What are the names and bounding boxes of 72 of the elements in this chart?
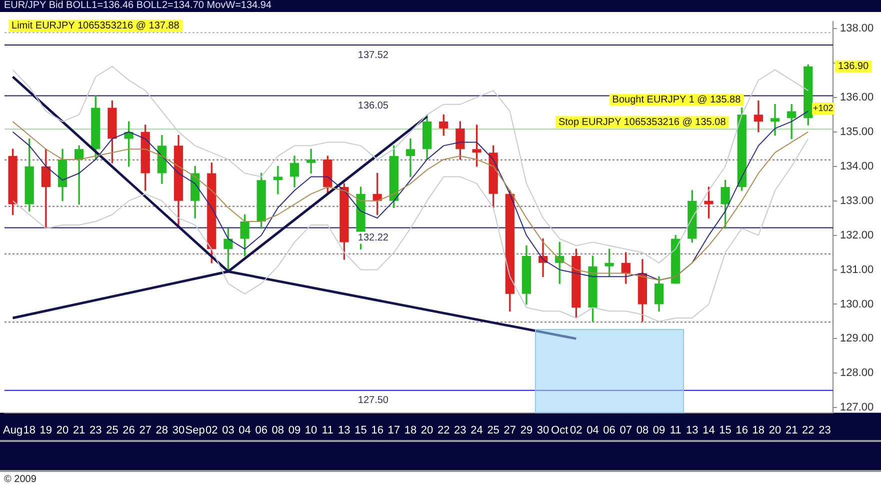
x-tick-label: 06 — [255, 424, 268, 436]
y-tick-label: 127.00 — [840, 402, 874, 414]
x-tick-label: 23 — [454, 424, 466, 436]
chart-title: EUR/JPY Bid BOLL1=136.46 BOLL2=134.70 MovW=134.94 — [0, 0, 881, 12]
x-tick-label: 03 — [222, 424, 234, 436]
x-tick-label: 13 — [686, 424, 698, 436]
x-tick-label: 09 — [288, 424, 301, 436]
x-tick-label: 21 — [785, 424, 798, 436]
x-tick-label: 04 — [586, 424, 599, 436]
y-tick-label: 136.00 — [840, 91, 874, 104]
x-tick-label: 23 — [818, 424, 831, 436]
y-tick-label: 130.00 — [840, 298, 874, 310]
x-tick-label: 29 — [520, 424, 533, 436]
x-tick-label: 26 — [122, 424, 135, 436]
x-tick-label: 02 — [206, 424, 218, 436]
x-tick-label: 09 — [652, 424, 666, 436]
x-tick-label: 22 — [437, 424, 450, 436]
x-tick-label: 11 — [322, 424, 334, 436]
y-tick-label: 132.00 — [840, 229, 874, 242]
x-tick-label: 20 — [420, 424, 434, 436]
x-tick-label: 04 — [238, 424, 251, 436]
x-tick-label: 27 — [139, 424, 152, 436]
annotation: +102 — [813, 102, 834, 113]
x-tick-label: 22 — [802, 424, 814, 436]
x-tick-label: 25 — [106, 424, 118, 436]
x-tick-label: 15 — [354, 424, 367, 436]
text: © 2009 — [4, 474, 36, 485]
ref-line-label: 136.05 — [358, 100, 389, 112]
x-tick-label: 07 — [620, 424, 632, 436]
ref-line-label: Stop EURJPY 1065353216 @ 135.08 — [558, 116, 726, 128]
ref-line-label: 132.22 — [358, 232, 389, 244]
y-tick-label: 133.00 — [840, 194, 874, 207]
x-tick-label: 30 — [536, 424, 550, 436]
x-tick-label: Aug — [2, 424, 23, 436]
x-tick-label: 18 — [752, 424, 765, 436]
x-tick-label: 13 — [338, 424, 350, 436]
ref-line-label: Limit EURJPY 1065353216 @ 137.88 — [12, 20, 180, 32]
x-tick-label: 19 — [40, 424, 52, 436]
x-tick-label: 23 — [90, 424, 102, 436]
x-tick-label: 11 — [670, 424, 682, 436]
x-tick-label: 24 — [470, 424, 483, 436]
y-tick-label: 138.00 — [840, 22, 874, 35]
x-tick-label: 10 — [304, 424, 318, 436]
x-tick-label: 18 — [404, 424, 417, 436]
y-tick-label: 128.00 — [840, 367, 874, 380]
x-tick-label: 02 — [570, 424, 582, 436]
x-tick-label: 30 — [172, 424, 185, 436]
x-tick-label: 15 — [719, 424, 732, 436]
x-tick-label: 18 — [23, 424, 36, 436]
annotation: Bought EURJPY 1 @ 135.88 — [612, 94, 742, 106]
y-tick-label: 131.00 — [840, 264, 874, 276]
x-tick-label: 08 — [272, 424, 284, 436]
y-tick-label: 134.00 — [840, 160, 874, 172]
x-tick-label: Oct — [551, 424, 568, 436]
x-tick-label: 08 — [636, 424, 649, 436]
ref-line-label: 137.52 — [358, 50, 389, 61]
y-tick-label: 129.00 — [840, 332, 874, 345]
x-tick-label: 28 — [156, 424, 168, 436]
x-tick-label: 27 — [504, 424, 516, 436]
x-tick-label: 25 — [487, 424, 500, 436]
x-tick-label: 16 — [736, 424, 748, 436]
x-tick-label: 17 — [388, 424, 400, 436]
annotation: 136.90 — [838, 61, 870, 72]
x-tick-label: 16 — [371, 424, 384, 436]
x-tick-label: 20 — [56, 424, 69, 436]
x-tick-label: 06 — [603, 424, 616, 436]
x-tick-label: 20 — [768, 424, 782, 436]
ref-line-label: 127.50 — [358, 395, 389, 406]
x-tick-label: 14 — [702, 424, 715, 436]
x-tick-label: Sep — [185, 424, 205, 436]
x-tick-label: 21 — [72, 424, 86, 436]
y-tick-label: 135.00 — [840, 126, 874, 138]
